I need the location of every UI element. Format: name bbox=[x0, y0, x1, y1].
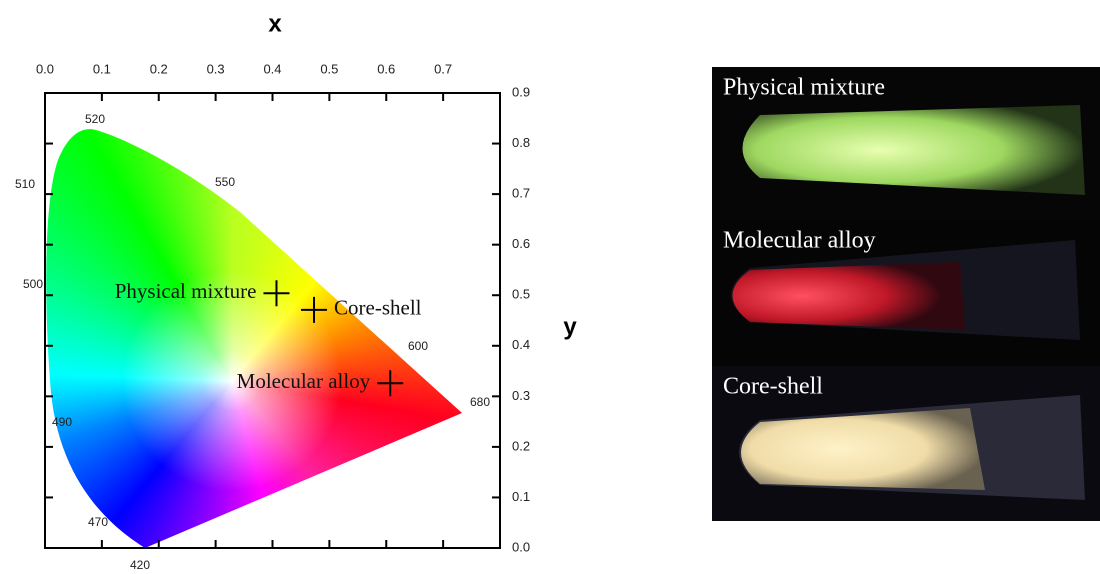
point-label: Physical mixture bbox=[115, 279, 257, 303]
point-marker bbox=[263, 280, 290, 307]
photo-label: Physical mixture bbox=[723, 75, 885, 101]
y-tick-label: 0.6 bbox=[512, 236, 530, 251]
y-tick-label: 0.1 bbox=[512, 489, 530, 504]
wavelength-label: 420 bbox=[130, 558, 150, 572]
tube bbox=[741, 408, 985, 490]
photo-label: Core-shell bbox=[723, 374, 823, 400]
wavelength-label: 680 bbox=[470, 395, 490, 409]
tube bbox=[732, 262, 965, 330]
y-tick-label: 0.8 bbox=[512, 135, 530, 150]
plot-frame bbox=[44, 92, 501, 549]
y-tick-label: 0.5 bbox=[512, 287, 530, 302]
y-axis-title: y bbox=[563, 313, 577, 340]
point-marker bbox=[301, 296, 328, 323]
wavelength-label: 510 bbox=[15, 177, 35, 191]
photo-label: Molecular alloy bbox=[723, 228, 876, 254]
wavelength-label: 470 bbox=[88, 515, 108, 529]
x-tick-label: 0.5 bbox=[320, 61, 338, 76]
x-tick-label: 0.1 bbox=[93, 61, 111, 76]
x-tick-label: 0.4 bbox=[263, 61, 281, 76]
photo-panel: Physical mixture Molecular alloy Core-sh… bbox=[712, 67, 1100, 521]
x-axis-title: x bbox=[268, 10, 282, 37]
wavelength-label: 550 bbox=[215, 175, 235, 189]
wavelength-label: 500 bbox=[23, 277, 43, 291]
point-marker bbox=[377, 370, 404, 397]
y-tick-label: 0.4 bbox=[512, 337, 530, 352]
y-tick-label: 0.7 bbox=[512, 186, 530, 201]
y-tick-label: 0.3 bbox=[512, 388, 530, 403]
y-tick-label: 0.2 bbox=[512, 438, 530, 453]
tube bbox=[742, 105, 1085, 195]
y-tick-label: 0.0 bbox=[512, 539, 530, 554]
point-label: Core-shell bbox=[334, 296, 422, 320]
x-tick-label: 0.7 bbox=[434, 61, 452, 76]
wavelength-label: 490 bbox=[52, 415, 72, 429]
x-tick-label: 0.3 bbox=[207, 61, 225, 76]
x-tick-label: 0.0 bbox=[36, 61, 54, 76]
point-label: Molecular alloy bbox=[237, 369, 371, 393]
wavelength-label: 600 bbox=[408, 339, 428, 353]
y-tick-label: 0.9 bbox=[512, 84, 530, 99]
x-tick-label: 0.2 bbox=[150, 61, 168, 76]
wavelength-label: 520 bbox=[85, 112, 105, 126]
x-tick-label: 0.6 bbox=[377, 61, 395, 76]
